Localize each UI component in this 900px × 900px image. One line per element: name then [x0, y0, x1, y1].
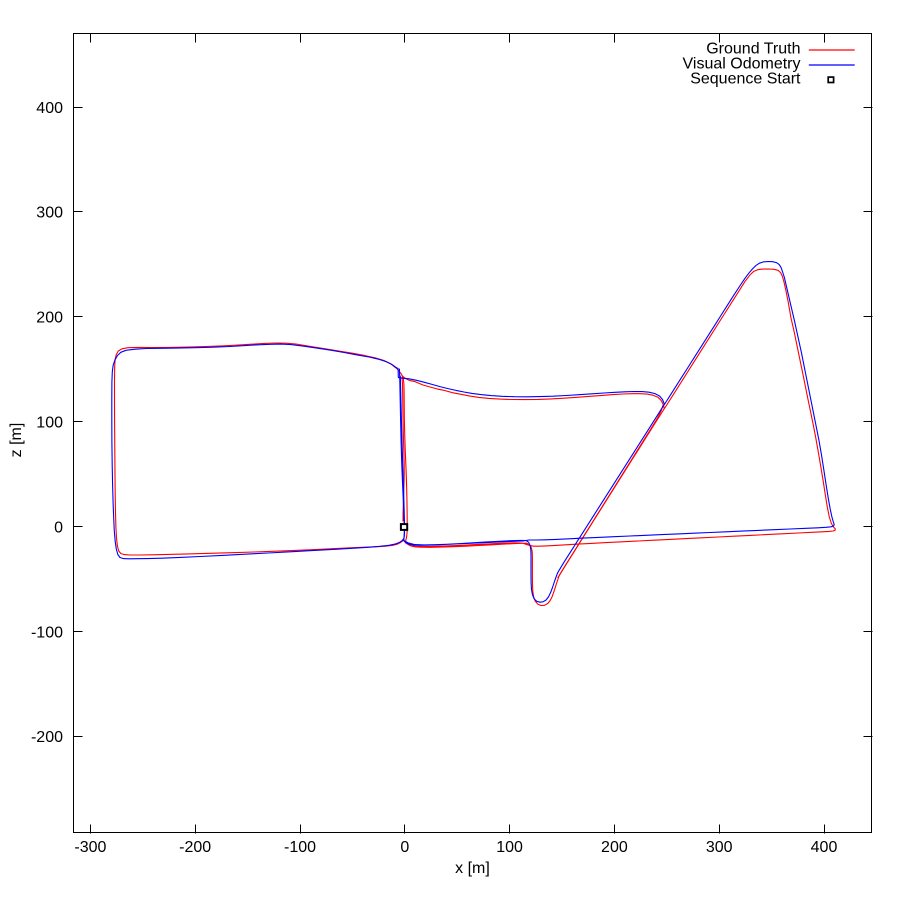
svg-text:-100: -100 [284, 839, 316, 856]
svg-text:z [m]: z [m] [8, 423, 25, 458]
svg-text:300: 300 [36, 205, 63, 222]
svg-text:400: 400 [36, 100, 63, 117]
svg-text:200: 200 [36, 310, 63, 327]
svg-text:400: 400 [811, 839, 838, 856]
svg-text:x [m]: x [m] [455, 860, 490, 877]
svg-text:Ground Truth: Ground Truth [706, 41, 800, 58]
svg-text:0: 0 [54, 519, 63, 536]
svg-text:-300: -300 [74, 839, 106, 856]
svg-text:-100: -100 [31, 624, 63, 641]
svg-text:-200: -200 [31, 729, 63, 746]
svg-text:-200: -200 [179, 839, 211, 856]
svg-text:Visual Odometry: Visual Odometry [683, 56, 801, 73]
svg-text:200: 200 [601, 839, 628, 856]
svg-text:0: 0 [400, 839, 409, 856]
svg-text:100: 100 [36, 415, 63, 432]
svg-text:100: 100 [496, 839, 523, 856]
svg-text:300: 300 [706, 839, 733, 856]
svg-text:Sequence Start: Sequence Start [690, 71, 801, 88]
